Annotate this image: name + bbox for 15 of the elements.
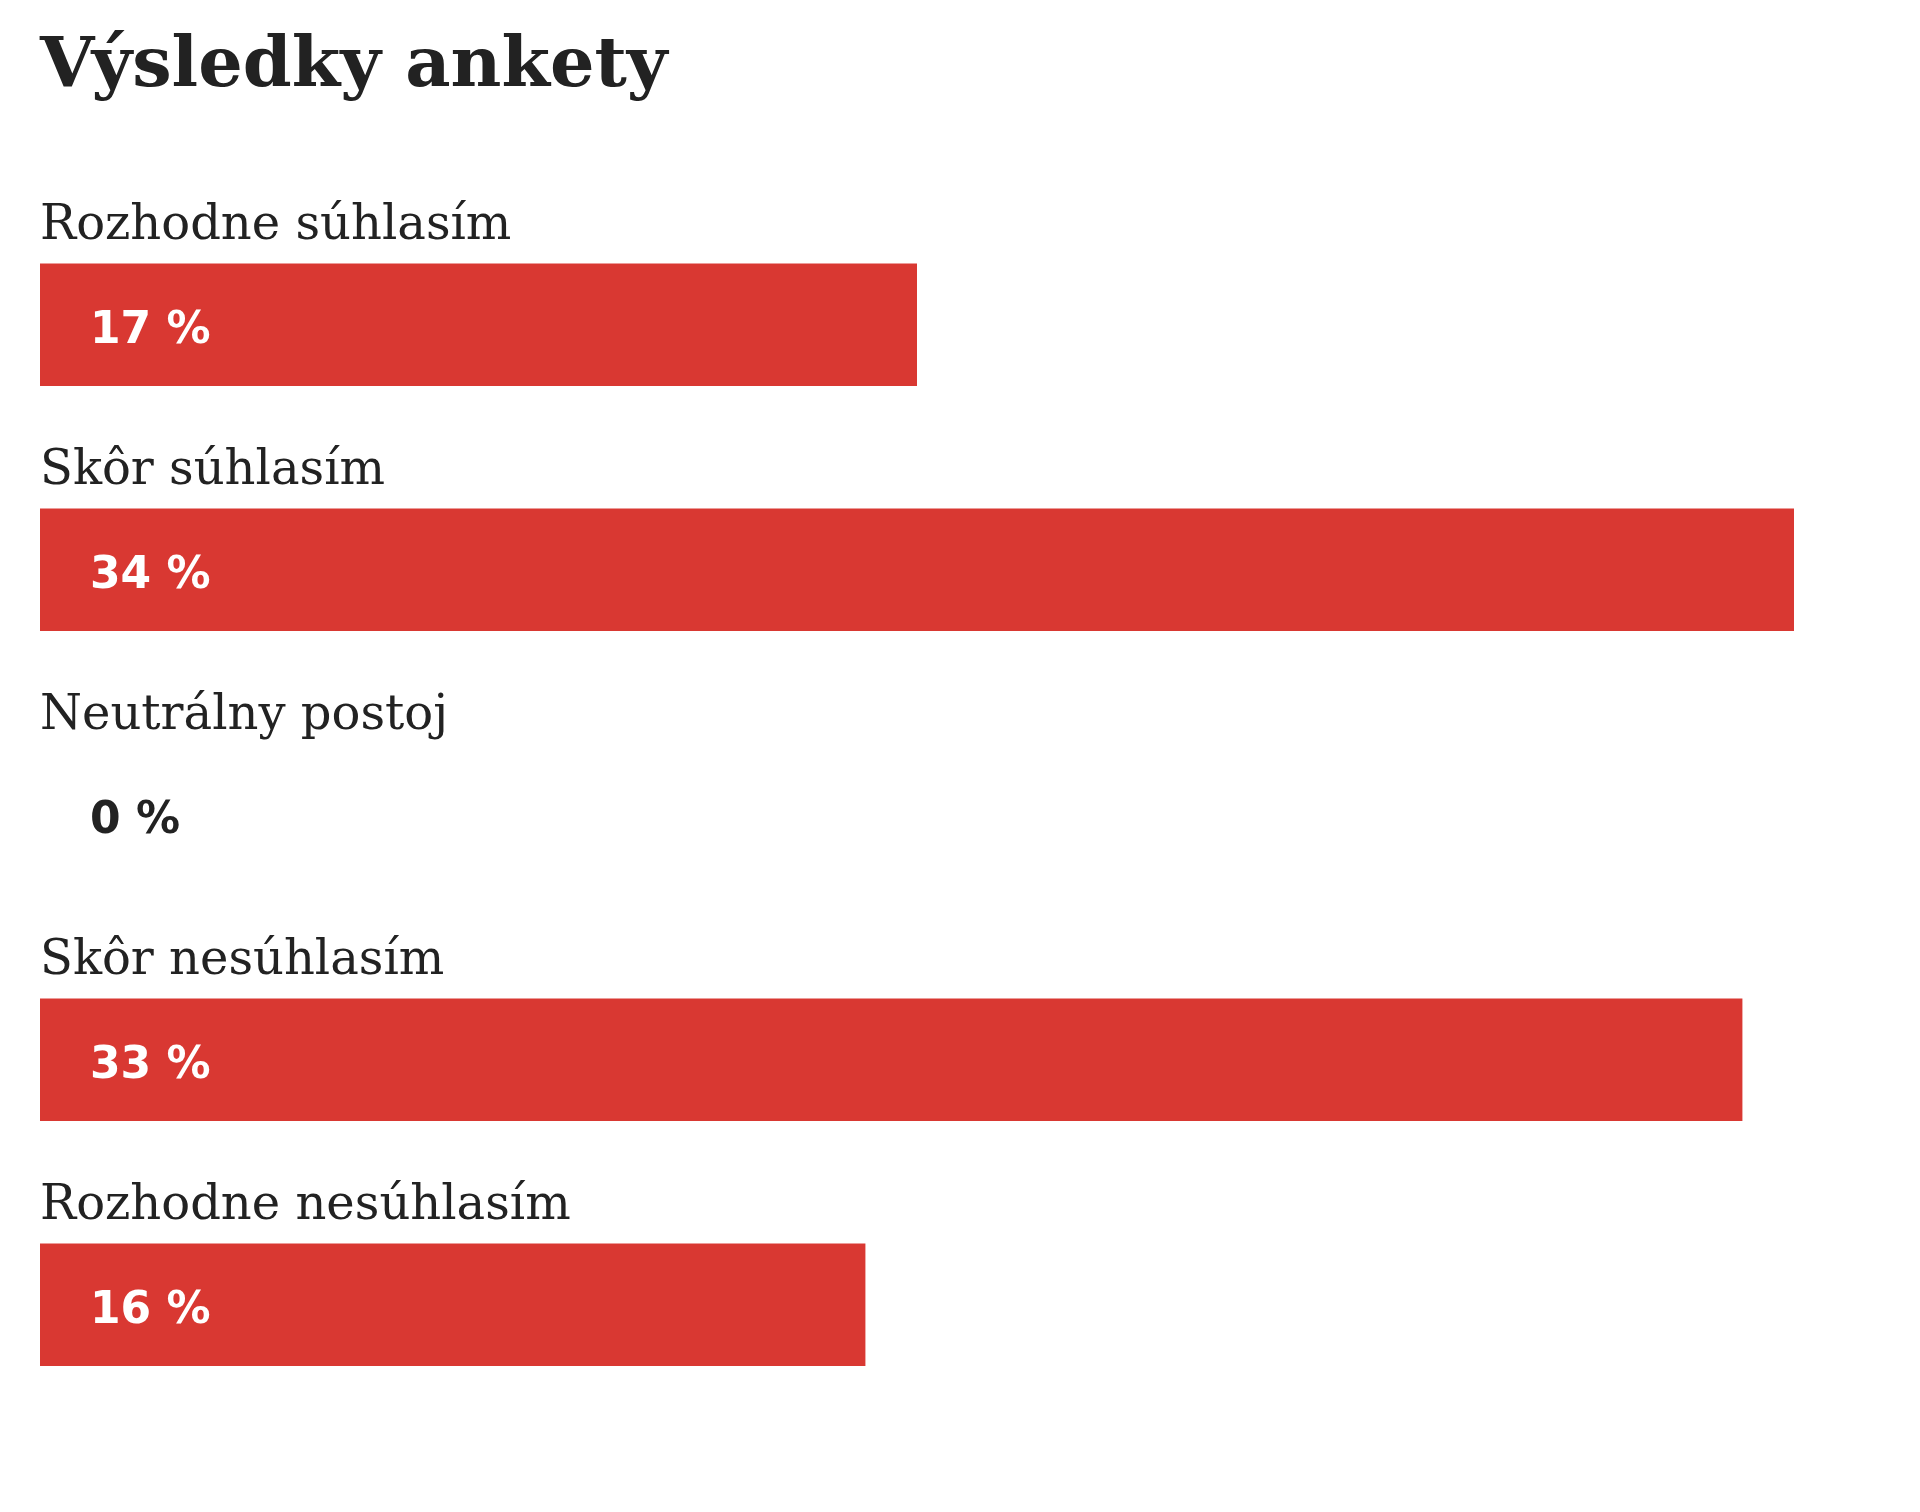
y-tick-label: Neutrálny postoj xyxy=(40,684,449,740)
y-tick-label: Rozhodne súhlasím xyxy=(40,194,512,250)
data-label: 17 % xyxy=(90,301,211,353)
bar xyxy=(40,263,917,386)
data-label: 0 % xyxy=(90,791,181,843)
data-label: 33 % xyxy=(90,1036,211,1088)
chart-title: Výsledky ankety xyxy=(39,20,670,103)
data-label: 16 % xyxy=(90,1281,211,1333)
y-tick-label: Rozhodne nesúhlasím xyxy=(40,1174,571,1230)
y-tick-label: Skôr nesúhlasím xyxy=(40,929,445,985)
y-tick-label: Skôr súhlasím xyxy=(40,439,385,495)
bar xyxy=(40,508,1794,631)
bar xyxy=(40,998,1743,1121)
data-label: 34 % xyxy=(90,546,211,598)
bar xyxy=(40,1243,866,1366)
